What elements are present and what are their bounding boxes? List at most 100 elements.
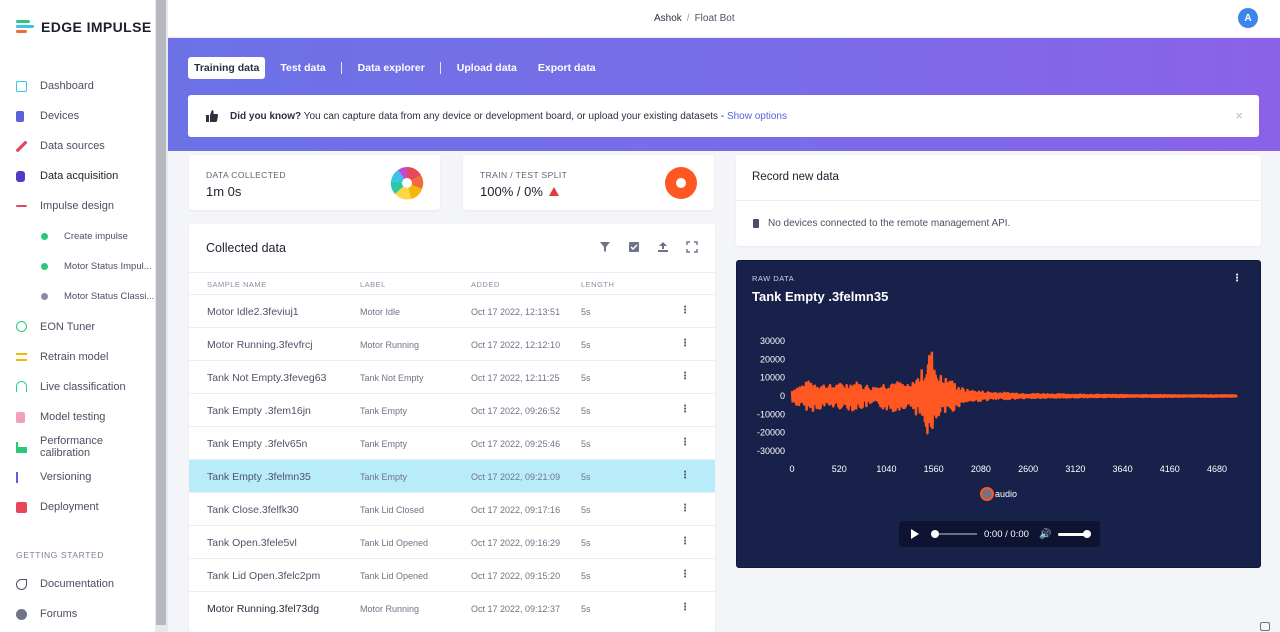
sidebar-item-versioning[interactable]: Versioning — [0, 462, 156, 492]
breadcrumb-user[interactable]: Ashok — [654, 13, 682, 24]
sidebar-item-live-classification[interactable]: Live classification — [0, 372, 156, 402]
upload-icon[interactable] — [657, 241, 669, 253]
table-row[interactable]: Motor Idle2.3feviuj1 Motor Idle Oct 17 202… — [189, 294, 715, 327]
sidebar-item-performance-calibration[interactable]: Performance calibration — [0, 432, 156, 462]
logo[interactable]: EDGE IMPULSE — [16, 19, 152, 35]
legend-label[interactable]: audio — [995, 489, 1017, 499]
sidebar-item-label: Documentation — [40, 578, 114, 591]
tab-export-data[interactable]: Export data — [537, 62, 596, 74]
more-menu-icon[interactable]: ⋮ — [1232, 273, 1242, 284]
feedback-icon[interactable] — [1260, 622, 1270, 631]
sidebar-item-eon-tuner[interactable]: EON Tuner — [0, 312, 156, 342]
pulse-icon — [16, 205, 27, 208]
seek-handle[interactable] — [931, 530, 939, 538]
added-cell: Oct 17 2022, 09:16:29 — [471, 538, 561, 548]
volume-slider[interactable] — [1058, 533, 1086, 536]
table-row[interactable]: Tank Empty .3felmn35 Tank Empty Oct 17 202… — [189, 459, 715, 492]
table-row[interactable]: Tank Open.3fele5vl Tank Lid Opened Oct 17 … — [189, 525, 715, 558]
play-icon[interactable] — [911, 529, 919, 539]
sidebar-scrollbar[interactable] — [155, 0, 167, 632]
sample-name-cell: Motor Running.3fel73dg — [207, 603, 320, 615]
device-icon — [16, 110, 24, 122]
raw-data-panel: RAW DATA Tank Empty .3felmn35 ⋮ 30000 200… — [736, 260, 1261, 568]
filter-icon[interactable] — [599, 241, 611, 253]
table-row[interactable]: Tank Empty .3fem16jn Tank Empty Oct 17 202… — [189, 393, 715, 426]
sidebar-item-devices[interactable]: Devices — [0, 101, 156, 131]
split-label: TRAIN / TEST SPLIT — [480, 170, 568, 180]
tab-test-data[interactable]: Test data — [280, 62, 326, 74]
table-row[interactable]: Motor Running.3fel73dg Motor Running Oct 1… — [189, 591, 715, 624]
x-tick-label: 3640 — [1113, 464, 1133, 474]
sidebar-item-retrain-model[interactable]: Retrain model — [0, 342, 156, 372]
audio-player: 0:00 / 0:00 🔊 — [899, 521, 1100, 547]
sidebar-item-impulse-design[interactable]: Impulse design — [0, 191, 156, 221]
y-tick-label: -20000 — [757, 428, 785, 438]
x-tick-label: 4680 — [1207, 464, 1227, 474]
row-menu-icon[interactable]: ⋮ — [680, 602, 690, 613]
column-header-sample-name[interactable]: SAMPLE NAME — [207, 280, 267, 289]
volume-handle[interactable] — [1083, 530, 1091, 538]
tab-upload-data[interactable]: Upload data — [456, 62, 517, 74]
collected-data-title: Collected data — [206, 241, 286, 255]
y-tick-label: 10000 — [760, 373, 785, 383]
app-name: EDGE IMPULSE — [41, 19, 152, 35]
volume-icon[interactable]: 🔊 — [1039, 529, 1052, 540]
row-menu-icon[interactable]: ⋮ — [680, 503, 690, 514]
table-row[interactable]: Motor Running.3fevfrcj Motor Running Oct 1… — [189, 327, 715, 360]
record-title: Record new data — [752, 171, 839, 183]
sidebar-subitem-motor-status-classifier[interactable]: Motor Status Classi... — [0, 282, 156, 312]
sidebar-item-dashboard[interactable]: Dashboard — [0, 71, 156, 101]
scrollbar-thumb[interactable] — [156, 0, 166, 625]
sidebar-item-data-sources[interactable]: Data sources — [0, 131, 156, 161]
close-icon[interactable]: × — [1235, 108, 1243, 123]
sidebar-item-label: Deployment — [40, 501, 99, 514]
record-new-data-card: Record new data No devices connected to … — [736, 155, 1261, 246]
row-menu-icon[interactable]: ⋮ — [680, 371, 690, 382]
table-row[interactable]: Tank Not Empty.3feveg63 Tank Not Empty Oct… — [189, 360, 715, 393]
sidebar-item-data-acquisition[interactable]: Data acquisition — [0, 161, 156, 191]
sidebar-item-model-testing[interactable]: Model testing — [0, 402, 156, 432]
expand-icon[interactable] — [686, 241, 698, 253]
sidebar-item-deployment[interactable]: Deployment — [0, 492, 156, 522]
column-header-label[interactable]: LABEL — [360, 280, 386, 289]
y-tick-label: -30000 — [757, 446, 785, 456]
sidebar-item-documentation[interactable]: Documentation — [0, 569, 156, 599]
show-options-link[interactable]: Show options — [726, 110, 787, 122]
tab-data-explorer[interactable]: Data explorer — [357, 62, 425, 74]
table-row[interactable]: Tank Lid Open.3felc2pm Tank Lid Opened Oct… — [189, 558, 715, 591]
sidebar-item-label: Model testing — [40, 411, 106, 424]
sidebar-item-forums[interactable]: Forums — [0, 599, 156, 629]
sidebar-subitem-create-impulse[interactable]: Create impulse — [0, 221, 156, 251]
length-cell: 5s — [581, 439, 591, 449]
sidebar-subitem-label: Motor Status Classi... — [64, 291, 155, 303]
row-menu-icon[interactable]: ⋮ — [680, 536, 690, 547]
row-menu-icon[interactable]: ⋮ — [680, 470, 690, 481]
breadcrumb-separator: / — [686, 13, 690, 24]
breadcrumb: Ashok / Float Bot — [654, 13, 735, 24]
row-menu-icon[interactable]: ⋮ — [680, 338, 690, 349]
avatar[interactable]: A — [1238, 8, 1258, 28]
label-cell: Motor Idle — [360, 307, 401, 317]
table-row[interactable]: Tank Close.3felfk30 Tank Lid Closed Oct 17… — [189, 492, 715, 525]
table-row[interactable]: Tank Empty .3felv65n Tank Empty Oct 17 202… — [189, 426, 715, 459]
column-header-length[interactable]: LENGTH — [581, 280, 615, 289]
sidebar-nav: Dashboard Devices Data sources Data acqu… — [0, 71, 156, 522]
row-menu-icon[interactable]: ⋮ — [680, 569, 690, 580]
row-menu-icon[interactable]: ⋮ — [680, 305, 690, 316]
length-cell: 5s — [581, 472, 591, 482]
column-header-added[interactable]: ADDED — [471, 280, 500, 289]
select-checkbox-icon[interactable] — [628, 241, 640, 253]
label-cell: Tank Empty — [360, 472, 408, 482]
added-cell: Oct 17 2022, 09:17:16 — [471, 505, 561, 515]
audio-series-line — [790, 351, 1238, 435]
y-tick-label: -10000 — [757, 409, 785, 419]
row-menu-icon[interactable]: ⋮ — [680, 404, 690, 415]
tab-training-data[interactable]: Training data — [188, 57, 266, 79]
row-menu-icon[interactable]: ⋮ — [680, 437, 690, 448]
no-devices-text: No devices connected to the remote manag… — [768, 218, 1011, 229]
sidebar-subitem-motor-status-impulse[interactable]: Motor Status Impul... — [0, 252, 156, 282]
raw-data-chart: 30000 20000 10000 0 -10000 -20000 -30000 0 520 10… — [757, 336, 1238, 501]
seek-track[interactable] — [939, 533, 977, 535]
legend-swatch[interactable] — [980, 487, 994, 501]
breadcrumb-project[interactable]: Float Bot — [694, 13, 735, 24]
